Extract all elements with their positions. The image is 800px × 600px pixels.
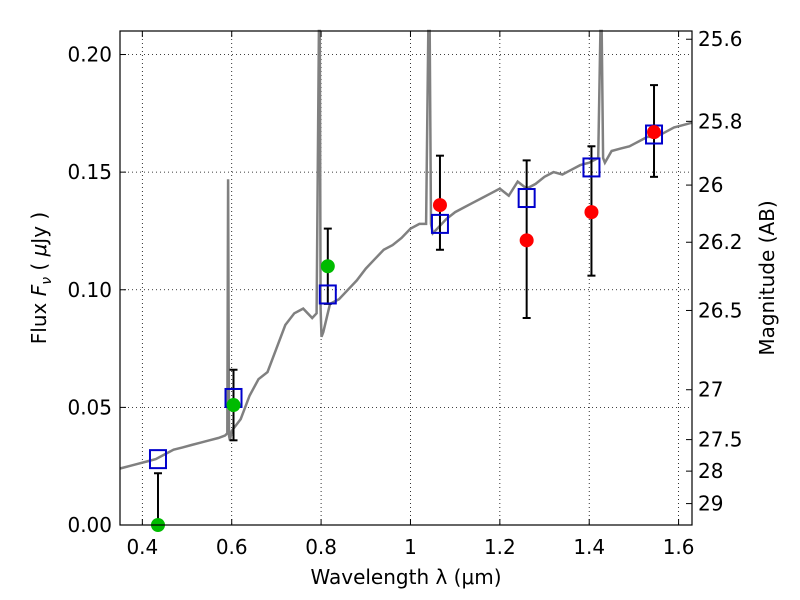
data-markers — [148, 124, 664, 532]
y2-tick-label: 27.5 — [698, 428, 743, 452]
model-photometry-square — [318, 284, 337, 305]
y2-tick-label: 25.8 — [698, 109, 743, 133]
y-tick-label: 0.20 — [67, 43, 112, 67]
y2-tick-label: 27 — [698, 378, 723, 402]
observed-point-red — [432, 198, 447, 213]
observed-point-red — [584, 205, 599, 220]
x-tick-label: 1.2 — [484, 535, 516, 559]
x-tick-label: 0.4 — [126, 535, 158, 559]
y-tick-label: 0.00 — [67, 513, 112, 537]
x-tick-label: 1.6 — [663, 535, 695, 559]
y-tick-label: 0.15 — [67, 160, 112, 184]
x-tick-label: 1 — [404, 535, 417, 559]
model-photometry-square — [430, 213, 449, 234]
y2-tick-label: 29 — [698, 492, 723, 516]
model-photometry-square — [148, 449, 167, 470]
x-tick-label: 0.6 — [216, 535, 248, 559]
observed-point-green — [226, 398, 241, 413]
observed-point-red — [519, 233, 534, 248]
x-tick-label: 0.8 — [305, 535, 337, 559]
x-axis-ticks: 0.4 0.6 0.8 1 1.2 1.4 1.6 — [126, 31, 695, 559]
y2-tick-label: 26 — [698, 173, 723, 197]
observed-point-red — [647, 125, 662, 140]
y-axis-ticks: 0.00 0.05 0.10 0.15 0.20 — [67, 43, 126, 537]
plot-frame — [119, 30, 693, 526]
y2-tick-label: 26.2 — [698, 230, 743, 254]
model-photometry-square — [517, 188, 536, 209]
y2-axis-label: Magnitude (AB) — [755, 200, 779, 355]
y-tick-label: 0.05 — [67, 395, 112, 419]
y2-tick-label: 25.6 — [698, 27, 743, 51]
plot-area — [119, 29, 693, 532]
y2-tick-label: 26.5 — [698, 298, 743, 322]
observed-point-green — [320, 259, 335, 274]
y-tick-label: 0.10 — [67, 278, 112, 302]
x-axis-label: Wavelength λ (μm) — [310, 565, 501, 589]
y2-axis-ticks: 25.6 25.8 26 26.2 26.5 27 27.5 28 29 — [686, 27, 743, 516]
model-spectrum-line — [119, 29, 693, 470]
y2-tick-label: 28 — [698, 459, 723, 483]
y-axis-label: Flux Fν ( μJy ) — [27, 212, 55, 344]
x-tick-label: 1.4 — [573, 535, 605, 559]
model-photometry-square — [582, 157, 601, 178]
